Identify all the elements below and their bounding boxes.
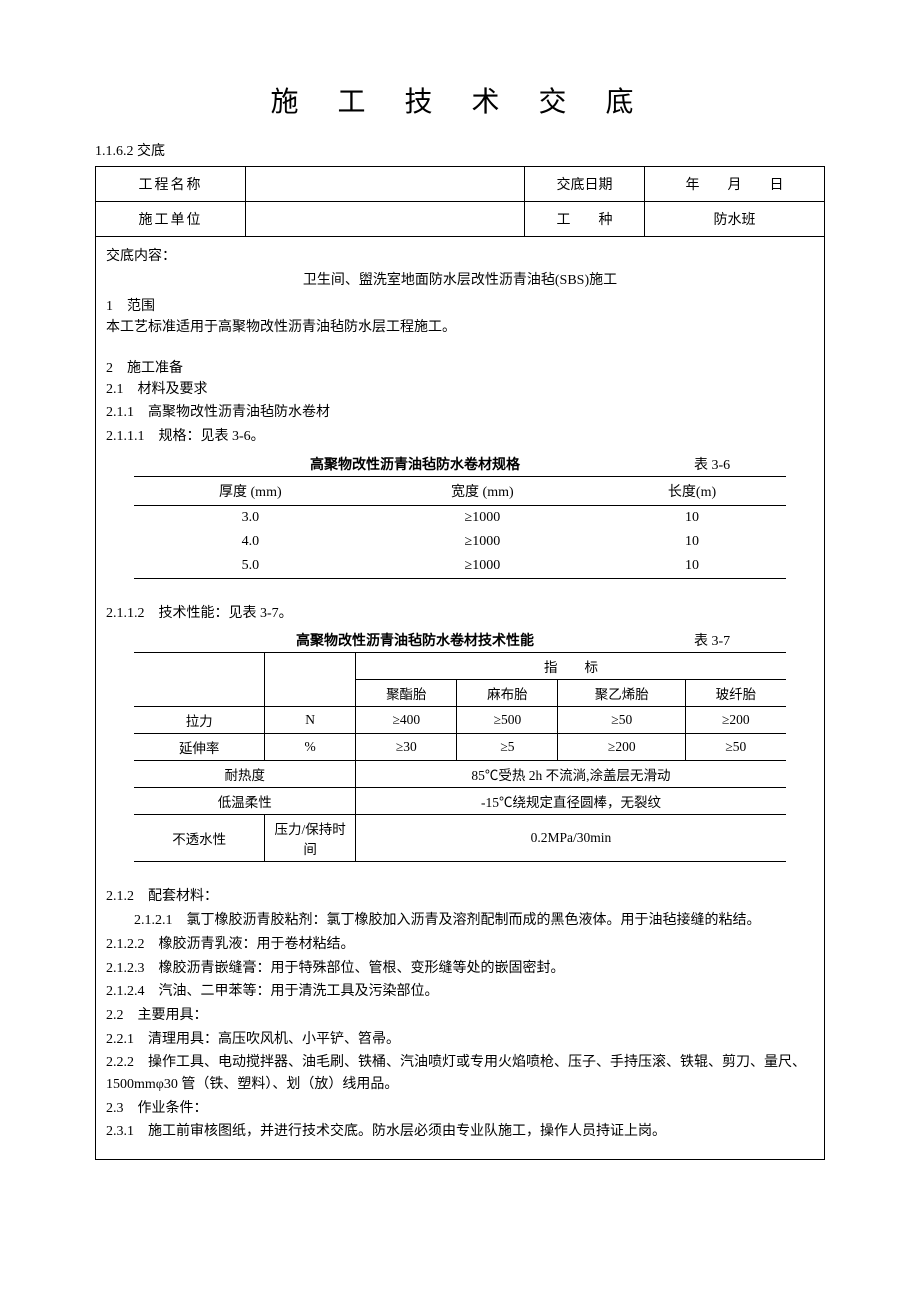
proj-label: 工程名称: [96, 167, 246, 202]
p2112: 2.1.1.2 技术性能：见表 3-7。: [106, 603, 814, 625]
tbl37-col3: 玻纤胎: [686, 680, 786, 707]
cell: 5.0: [134, 554, 366, 579]
r5-unit: 压力/保持时间: [265, 815, 356, 862]
r1-name: 拉力: [134, 707, 264, 734]
r4-name: 低温柔性: [134, 788, 355, 815]
cell: ≥50: [558, 707, 686, 734]
sec1-num: 1: [106, 299, 113, 314]
tbl36-caption: 高聚物改性沥青油毡防水卷材规格: [136, 454, 694, 474]
p222: 2.2.2 操作工具、电动搅拌器、油毛刷、铁桶、汽油喷灯或专用火焰喷枪、压子、手…: [106, 1052, 814, 1095]
r5-name: 不透水性: [134, 815, 264, 862]
sec2-num: 2: [106, 361, 113, 376]
tbl36-number: 表 3-6: [694, 454, 784, 474]
worktype-value: 防水班: [645, 202, 825, 237]
page-title: 施 工 技 术 交 底: [95, 80, 825, 120]
p231: 2.3.1 施工前审核图纸，并进行技术交底。防水层必须由专业队施工，操作人员持证…: [106, 1121, 814, 1143]
cell: ≥50: [686, 734, 786, 761]
table-row: 耐热度 85℃受热 2h 不流淌,涂盖层无滑动: [134, 761, 785, 788]
sec2-head: 2 施工准备: [106, 357, 814, 377]
tbl36-col2: 长度(m): [598, 476, 785, 505]
sec2-title: 施工准备: [127, 361, 183, 376]
cell: 3.0: [134, 505, 366, 530]
p23: 2.3 作业条件：: [106, 1098, 814, 1120]
tbl37-col2: 聚乙烯胎: [558, 680, 686, 707]
cell: ≥30: [356, 734, 457, 761]
cell: 4.0: [134, 530, 366, 554]
section-number: 1.1.6.2 交底: [95, 140, 825, 160]
tbl37-caption-row: 高聚物改性沥青油毡防水卷材技术性能 表 3-7: [106, 630, 814, 650]
cell: ≥1000: [366, 505, 598, 530]
cell: 10: [598, 505, 785, 530]
tbl36-col1: 宽度 (mm): [366, 476, 598, 505]
p221: 2.2.1 清理用具：高压吹风机、小平铲、笤帚。: [106, 1029, 814, 1051]
p2123: 2.1.2.3 橡胶沥青嵌缝膏：用于特殊部位、管根、变形缝等处的嵌固密封。: [106, 958, 814, 980]
table-row: 延伸率 % ≥30 ≥5 ≥200 ≥50: [134, 734, 785, 761]
cell: ≥200: [558, 734, 686, 761]
content-box: 交底内容： 卫生间、盥洗室地面防水层改性沥青油毡(SBS)施工 1 范围 本工艺…: [95, 237, 825, 1160]
tbl37-caption: 高聚物改性沥青油毡防水卷材技术性能: [136, 630, 694, 650]
cell: ≥400: [356, 707, 457, 734]
blank: [134, 653, 264, 707]
r4-val: -15℃绕规定直径圆棒，无裂纹: [356, 788, 786, 815]
content-subtitle: 卫生间、盥洗室地面防水层改性沥青油毡(SBS)施工: [106, 269, 814, 289]
date-value: 年 月 日: [645, 167, 825, 202]
table-row: 拉力 N ≥400 ≥500 ≥50 ≥200: [134, 707, 785, 734]
tbl37-col1: 麻布胎: [457, 680, 558, 707]
table-row: 3.0 ≥1000 10: [134, 505, 785, 530]
cell: ≥1000: [366, 554, 598, 579]
p2121: 2.1.2.1 氯丁橡胶沥青胶粘剂：氯丁橡胶加入沥青及溶剂配制而成的黑色液体。用…: [134, 910, 814, 932]
tbl36-caption-row: 高聚物改性沥青油毡防水卷材规格 表 3-6: [106, 454, 814, 474]
p22: 2.2 主要用具：: [106, 1005, 814, 1027]
blank: [265, 653, 356, 707]
r3-name: 耐热度: [134, 761, 355, 788]
p212: 2.1.2 配套材料：: [106, 886, 814, 908]
cell: ≥200: [686, 707, 786, 734]
jd-label: 交底内容：: [106, 245, 814, 265]
unit-value: [246, 202, 525, 237]
table-row: 5.0 ≥1000 10: [134, 554, 785, 579]
p2111: 2.1.1.1 规格：见表 3-6。: [106, 426, 814, 448]
date-label: 交底日期: [525, 167, 645, 202]
r5-val: 0.2MPa/30min: [356, 815, 786, 862]
sec1-head: 1 范围: [106, 295, 814, 315]
worktype-label: 工 种: [525, 202, 645, 237]
sec1-p1: 本工艺标准适用于高聚物改性沥青油毡防水层工程施工。: [106, 317, 814, 339]
header-table: 工程名称 交底日期 年 月 日 施工单位 工 种 防水班: [95, 166, 825, 237]
perf-table: 指 标 聚酯胎 麻布胎 聚乙烯胎 玻纤胎 拉力 N ≥400 ≥500 ≥50 …: [134, 652, 785, 862]
unit-label: 施工单位: [96, 202, 246, 237]
spec-table: 厚度 (mm) 宽度 (mm) 长度(m) 3.0 ≥1000 10 4.0 ≥…: [134, 476, 785, 579]
p21: 2.1 材料及要求: [106, 379, 814, 401]
table-row: 不透水性 压力/保持时间 0.2MPa/30min: [134, 815, 785, 862]
r2-name: 延伸率: [134, 734, 264, 761]
p2122: 2.1.2.2 橡胶沥青乳液：用于卷材粘结。: [106, 934, 814, 956]
cell: 10: [598, 554, 785, 579]
r1-unit: N: [265, 707, 356, 734]
cell: 10: [598, 530, 785, 554]
r2-unit: %: [265, 734, 356, 761]
table-row: 低温柔性 -15℃绕规定直径圆棒，无裂纹: [134, 788, 785, 815]
cell: ≥5: [457, 734, 558, 761]
r3-val: 85℃受热 2h 不流淌,涂盖层无滑动: [356, 761, 786, 788]
tbl37-index: 指 标: [356, 653, 786, 680]
cell: ≥1000: [366, 530, 598, 554]
tbl37-number: 表 3-7: [694, 630, 784, 650]
proj-value: [246, 167, 525, 202]
p211: 2.1.1 高聚物改性沥青油毡防水卷材: [106, 402, 814, 424]
p2124: 2.1.2.4 汽油、二甲苯等：用于清洗工具及污染部位。: [106, 981, 814, 1003]
table-row: 4.0 ≥1000 10: [134, 530, 785, 554]
sec1-title: 范围: [127, 299, 155, 314]
tbl37-col0: 聚酯胎: [356, 680, 457, 707]
cell: ≥500: [457, 707, 558, 734]
tbl36-col0: 厚度 (mm): [134, 476, 366, 505]
